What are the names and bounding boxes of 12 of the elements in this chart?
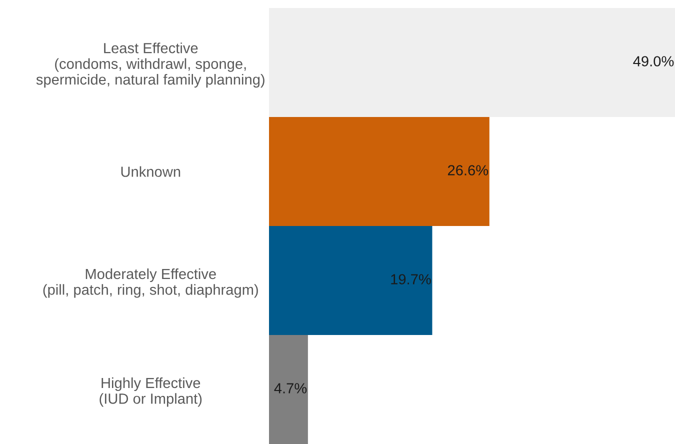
bar — [269, 226, 432, 335]
y-tick-label: Least Effective (condoms, withdrawl, sponge, spermicide, natural family planning) — [36, 42, 264, 88]
data-label: 49.0% — [633, 56, 674, 66]
bar — [269, 117, 490, 226]
bar — [269, 8, 675, 117]
data-label: 4.7% — [274, 383, 307, 394]
y-tick-label: Unknown — [121, 166, 180, 177]
data-label: 19.7% — [391, 274, 431, 284]
bar — [269, 335, 308, 444]
y-tick-label: Moderately Effective (pill, patch, ring, shot, diaphragm) — [43, 268, 258, 298]
data-label: 26.6% — [448, 165, 488, 176]
y-tick-label: Highly Effective (IUD or Implant) — [100, 377, 202, 407]
